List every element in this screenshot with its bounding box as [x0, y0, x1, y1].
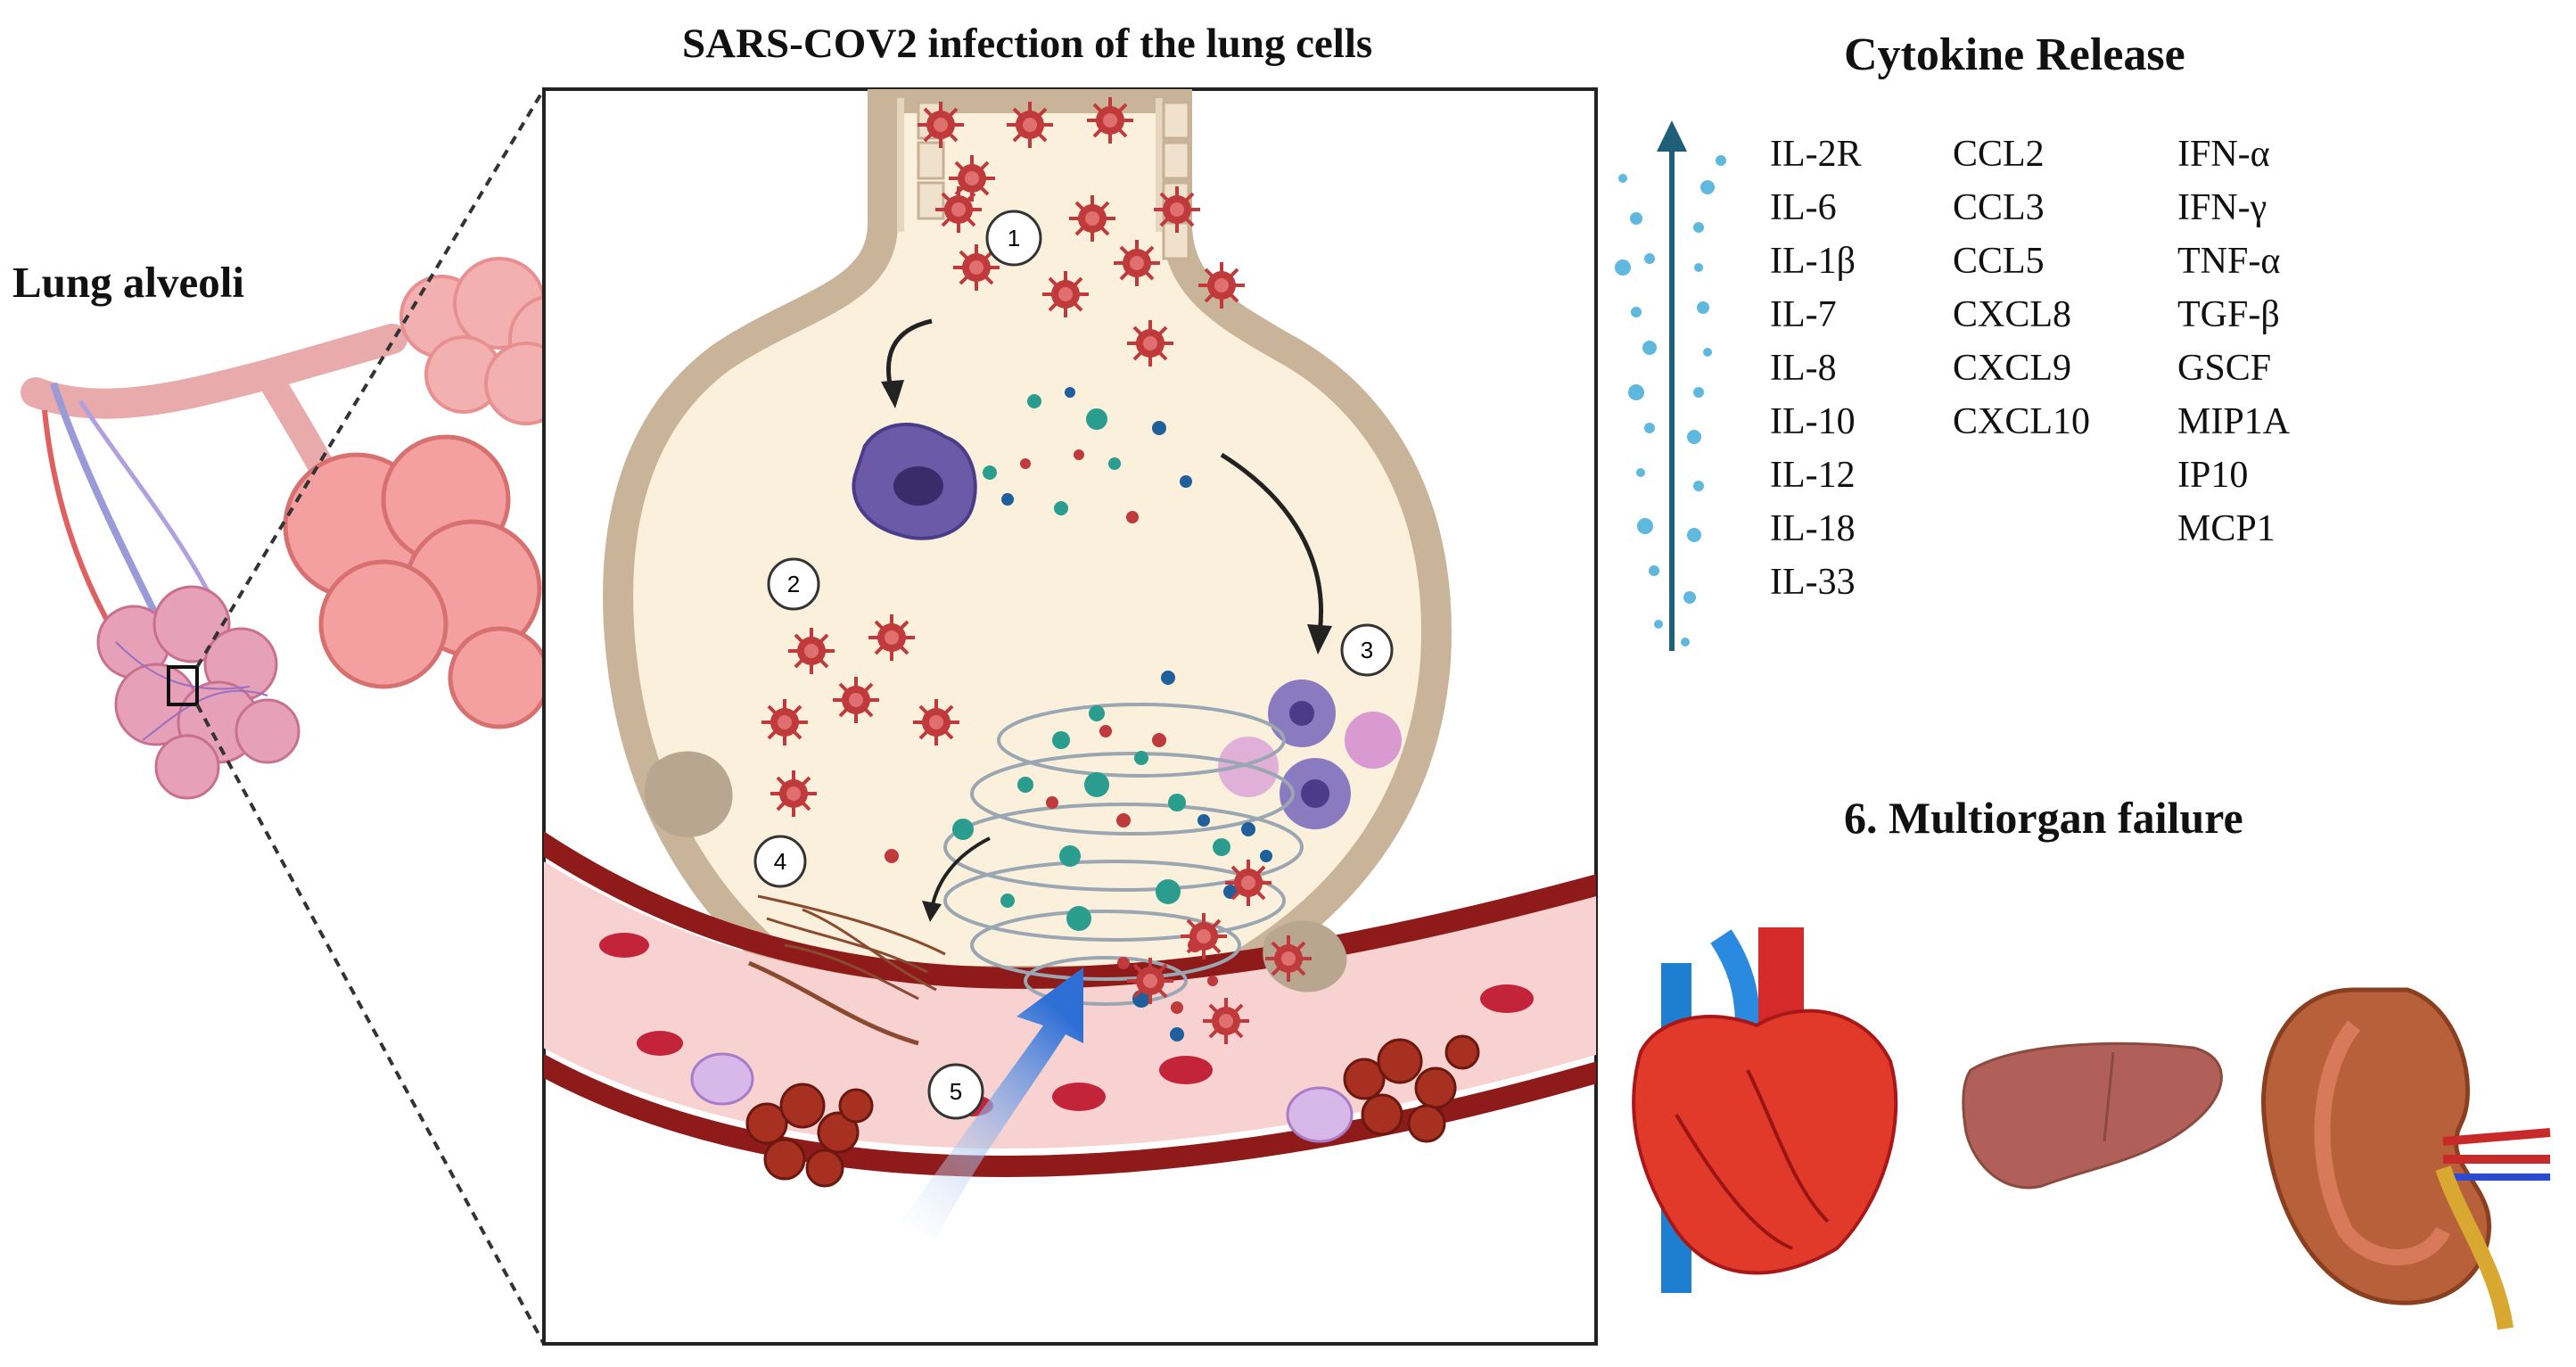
cytokine-label: MCP1 [2177, 508, 2276, 549]
lung-alveoli-title: Lung alveoli [12, 258, 245, 307]
cytokine-label: TGF-β [2177, 294, 2280, 335]
kidney-icon [2261, 987, 2551, 1330]
cytokine-label: IFN-α [2177, 134, 2270, 175]
cytokine-label: IL-10 [1770, 401, 1856, 442]
svg-text:1: 1 [1008, 225, 1020, 251]
zoom-box [167, 665, 199, 706]
cytokine-column-chemokines: CCL2 CCL3 CCL5 CXCL8 CXCL9 CXCL10 [1953, 128, 2090, 449]
cytokine-label: IL-1β [1770, 241, 1856, 282]
cytokine-release-title: Cytokine Release [1844, 29, 2185, 80]
cytokine-label: CCL5 [1953, 241, 2045, 282]
cytokine-label: TNF-α [2177, 241, 2281, 282]
liver-icon [1962, 1042, 2223, 1190]
cytokine-label: IL-6 [1770, 187, 1837, 228]
cytokine-label: IL-2R [1770, 134, 1862, 175]
cytokine-release-arrow [1615, 120, 1726, 651]
cytokine-label: CXCL9 [1953, 348, 2072, 389]
step-4-marker: 4 [753, 835, 807, 888]
cytokine-label: CXCL10 [1953, 401, 2091, 442]
cytokine-label: CCL2 [1953, 134, 2045, 175]
svg-text:2: 2 [787, 571, 800, 597]
heart-icon [1632, 927, 1898, 1293]
step-2-marker: 2 [767, 557, 820, 611]
cytokine-label: IFN-γ [2177, 187, 2267, 228]
multiorgan-failure-title: 6. Multiorgan failure [1844, 793, 2243, 843]
step-1-marker: 1 [985, 210, 1042, 267]
cytokine-column-other: IFN-α IFN-γ TNF-α TGF-β GSCF MIP1A IP10 … [2177, 128, 2290, 556]
cytokine-label: CXCL8 [1953, 294, 2072, 335]
cytokine-label: CCL3 [1953, 187, 2045, 228]
cytokine-label: IL-7 [1770, 294, 1837, 335]
step-3-marker: 3 [1340, 623, 1394, 677]
cytokine-label: IL-18 [1770, 508, 1856, 549]
cytokine-label: IL-8 [1770, 348, 1837, 389]
cytokine-label: MIP1A [2177, 401, 2291, 442]
step-5-marker: 5 [927, 1063, 984, 1120]
svg-text:3: 3 [1361, 637, 1373, 663]
cytokine-label: IL-33 [1770, 562, 1856, 603]
alveolus-scene [544, 89, 1596, 1239]
step-markers: 1 2 3 4 5 [753, 210, 1394, 1120]
cytokine-label: GSCF [2177, 348, 2272, 389]
cytokine-column-interleukins: IL-2R IL-6 IL-1β IL-7 IL-8 IL-10 IL-12 I… [1770, 128, 1862, 609]
cytokine-label: IP10 [2177, 455, 2249, 496]
svg-text:4: 4 [774, 848, 786, 875]
cytokine-label: IL-12 [1770, 455, 1856, 496]
main-title: SARS-COV2 infection of the lung cells [682, 21, 1373, 67]
svg-text:5: 5 [950, 1078, 962, 1105]
